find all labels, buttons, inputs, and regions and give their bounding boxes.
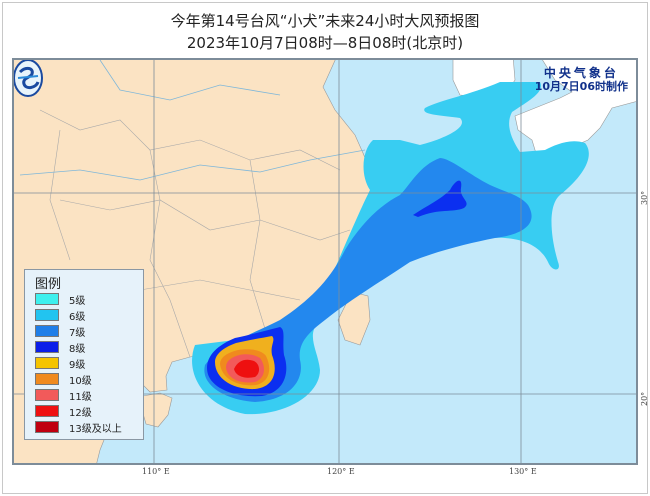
- legend-label: 10级: [69, 375, 92, 387]
- legend-item: 13级及以上: [35, 420, 122, 435]
- legend-swatch: [35, 325, 59, 337]
- legend-item: 11级: [35, 388, 92, 403]
- legend-swatch: [35, 341, 59, 353]
- lon-label-130: 130° E: [509, 467, 537, 476]
- legend-swatch: [35, 373, 59, 385]
- legend-label: 7级: [69, 327, 86, 339]
- map-title: 今年第14号台风“小犬”未来24小时大风预报图: [170, 12, 480, 30]
- wind-area-12: [234, 359, 260, 378]
- legend-swatch: [35, 389, 59, 401]
- legend-item: 5级: [35, 292, 86, 307]
- legend-swatch: [35, 357, 59, 369]
- rivers: [19, 60, 366, 181]
- legend-label: 9级: [69, 359, 86, 371]
- taiwan-island: [337, 291, 371, 346]
- wind-area-8-north: [413, 180, 467, 217]
- agency-name: 中央气象台: [543, 66, 619, 80]
- lat-label-20: 20° N: [640, 391, 650, 406]
- legend-swatch: [35, 293, 59, 305]
- lon-label-110: 110° E: [142, 467, 170, 476]
- cma-logo-icon: [14, 60, 43, 97]
- issue-time: 10月7日06时制作: [534, 80, 628, 93]
- lon-label-120: 120° E: [327, 467, 355, 476]
- wind-area-7: [204, 158, 532, 402]
- legend-item: 10级: [35, 372, 92, 387]
- legend-swatch: [35, 405, 59, 417]
- map-subtitle: 2023年10月7日08时—8日08时(北京时): [186, 34, 464, 52]
- legend: 图例 5级 6级 7级 8级 9级 10级 11级 12级 13级及以上: [24, 269, 144, 440]
- legend-item: 7级: [35, 324, 86, 339]
- legend-swatch: [35, 421, 59, 433]
- agency-stamp: 中央气象台 10月7日06时制作: [535, 66, 628, 94]
- legend-item: 8级: [35, 340, 86, 355]
- lat-label-30: 30° N: [640, 190, 650, 205]
- legend-label: 8级: [69, 343, 86, 355]
- legend-label: 13级及以上: [69, 423, 122, 435]
- wind-forecast-map: 中央气象台 10月7日06时制作 图例 5级 6级 7级 8级 9级 10级 1…: [12, 58, 638, 465]
- legend-label: 11级: [69, 391, 92, 403]
- legend-label: 12级: [69, 407, 92, 419]
- legend-title: 图例: [35, 277, 62, 292]
- legend-swatch: [35, 309, 59, 321]
- legend-label: 6级: [69, 311, 86, 323]
- legend-item: 12级: [35, 404, 92, 419]
- hainan-island: [141, 392, 173, 428]
- legend-item: 9级: [35, 356, 86, 371]
- legend-label: 5级: [69, 295, 86, 307]
- legend-item: 6级: [35, 308, 86, 323]
